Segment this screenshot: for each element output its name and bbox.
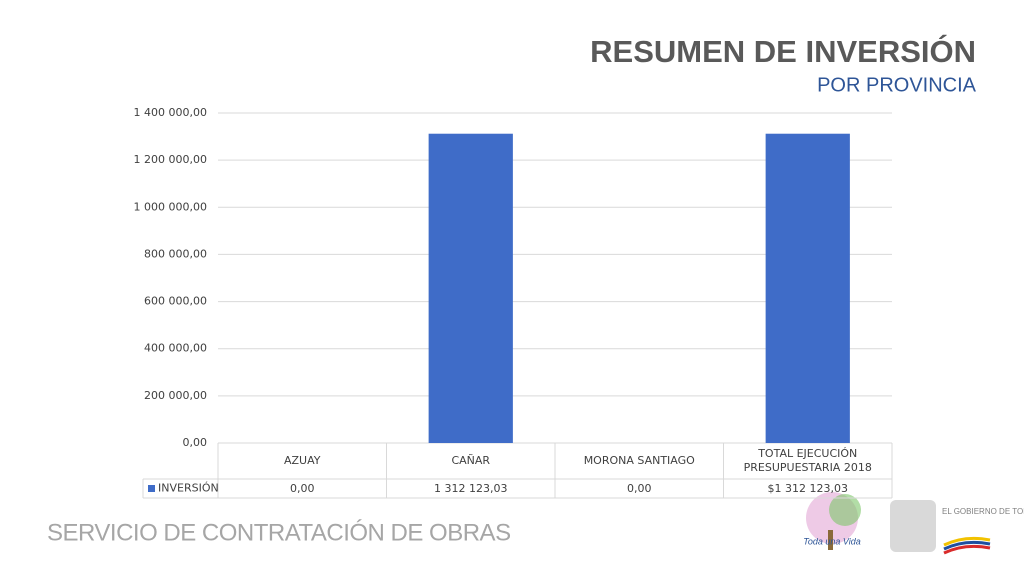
logo-gobierno: EL GOBIERNO DE TODOS [890, 500, 1024, 555]
x-tick-label-box: TOTAL EJECUCIÓN PRESUPUESTARIA 2018 [743, 447, 872, 474]
table-value-box: 0,00 [290, 481, 315, 495]
x-tick-label-box: CAÑAR [451, 454, 491, 467]
logo-text: Toda una Vida [803, 536, 861, 546]
x-tick-label-box: AZUAY [283, 454, 321, 467]
slide-subtitle: POR PROVINCIA [817, 74, 977, 96]
x-tick-label: TOTAL EJECUCIÓN PRESUPUESTARIA 2018 [743, 447, 872, 474]
logo-text: EL GOBIERNO DE TODOS [942, 507, 1024, 516]
logo-vida: Toda una Vida [803, 492, 861, 550]
table-value: 0,00 [627, 481, 652, 495]
table-value-box: 1 312 123,03 [434, 481, 508, 495]
y-tick-label: 600 000,00 [144, 295, 207, 308]
slide-title: RESUMEN DE INVERSIÓN [590, 33, 976, 69]
table-value-box: $1 312 123,03 [767, 481, 848, 495]
y-tick-label: 1 400 000,00 [134, 106, 207, 119]
y-tick-label: 400 000,00 [144, 342, 207, 355]
footer-text: SERVICIO DE CONTRATACIÓN DE OBRAS [47, 519, 511, 546]
x-tick-label-box: MORONA SANTIAGO [583, 454, 695, 467]
legend-swatch [148, 485, 155, 492]
x-tick-label: AZUAY [283, 454, 321, 467]
x-tick-label: CAÑAR [451, 454, 491, 467]
table-value: $1 312 123,03 [767, 481, 848, 495]
table-value: 1 312 123,03 [434, 481, 508, 495]
y-tick-label: 1 000 000,00 [134, 200, 207, 213]
y-tick-label: 1 200 000,00 [134, 153, 207, 166]
x-tick-label: MORONA SANTIAGO [583, 454, 695, 467]
y-tick-label: 200 000,00 [144, 389, 207, 402]
table-value: 0,00 [290, 481, 315, 495]
bar [428, 133, 513, 443]
y-tick-label: 0,00 [183, 436, 208, 449]
y-tick-label: 800 000,00 [144, 247, 207, 260]
bar [765, 133, 850, 443]
table-value-box: 0,00 [627, 481, 652, 495]
legend-label: INVERSIÓN [158, 482, 219, 495]
chart: 0,00 200 000,00 400 000,00 600 000,00 800 00… [134, 106, 893, 499]
